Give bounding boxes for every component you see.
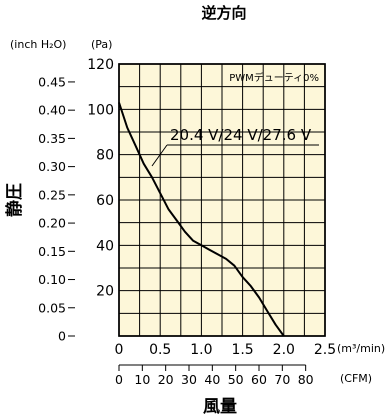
x2-tick-label: 40: [204, 372, 220, 387]
y-tick-label: 120: [87, 57, 114, 73]
y-tick-label: 40: [96, 238, 114, 254]
x2-tick-label: 50: [228, 372, 244, 387]
y2-tick-label: 0: [58, 329, 66, 344]
series-line: [118, 102, 285, 337]
x2-tick-label: 80: [298, 372, 314, 387]
y2-tick-label: 0.25: [38, 187, 66, 202]
y-tick-label: 100: [87, 102, 114, 118]
y2-axis-unit: (inch H₂O): [10, 38, 66, 51]
series-group: [118, 102, 285, 337]
y2-tick-label: 0.05: [38, 300, 66, 315]
x-tick-label: 0.5: [149, 342, 171, 358]
x2-tick-label: 30: [181, 372, 197, 387]
y-tick-label: 80: [96, 148, 114, 164]
chart-title: 逆方向: [201, 4, 246, 22]
x2-tick-label: 60: [251, 372, 267, 387]
y-tick-label: 20: [96, 284, 114, 300]
plot-border: [118, 63, 326, 337]
y2-tick-label: 0.20: [38, 216, 66, 231]
leader-line: [151, 144, 168, 167]
y-axis-label: 静圧: [4, 183, 25, 217]
x2-tick-label: 70: [274, 372, 290, 387]
y2-tick-label: 0.40: [38, 103, 66, 118]
x-axis-unit: (m³/min): [337, 342, 385, 355]
y2-tick-label: 0.35: [38, 131, 66, 146]
y2-tick-label: 0.10: [38, 272, 66, 287]
x-tick-label: 0: [115, 342, 124, 358]
grid: [119, 64, 325, 336]
x-tick-label: 2.5: [314, 342, 336, 358]
y2-tick-label: 0.15: [38, 244, 66, 259]
x2-axis: 0 10 20 30 40 50 60 70 80: [115, 364, 314, 387]
x2-tick-label: 20: [158, 372, 174, 387]
x-tick-label: 2.0: [273, 342, 295, 358]
y2-tick-label: 0.45: [38, 74, 66, 89]
y-tick-label: 60: [96, 193, 114, 209]
x2-tick-label: 0: [115, 372, 123, 387]
plot-frame: [118, 63, 326, 337]
x-tick-label: 1.5: [231, 342, 253, 358]
x2-axis-unit: (CFM): [340, 372, 372, 385]
x-axis-label: 風量: [203, 396, 237, 417]
x2-tick-label: 10: [134, 372, 150, 387]
x-tick-label: 1.0: [190, 342, 212, 358]
x-ticks: 0 0.5 1.0 1.5 2.0 2.5: [115, 342, 337, 358]
y2-tick-label: 0.30: [38, 159, 66, 174]
y-axis-unit: (Pa): [91, 38, 112, 51]
y-ticks: 20 40 60 80 100 120: [87, 57, 114, 300]
chart-annotation: PWMデューティ0%: [229, 71, 319, 84]
y2-ticks: 0 0.05 0.10 0.15 0.20 0.25 0.30 0.35 0.40 0.45: [38, 74, 75, 344]
series-label: 20.4 V/24 V/27.6 V: [170, 126, 312, 144]
